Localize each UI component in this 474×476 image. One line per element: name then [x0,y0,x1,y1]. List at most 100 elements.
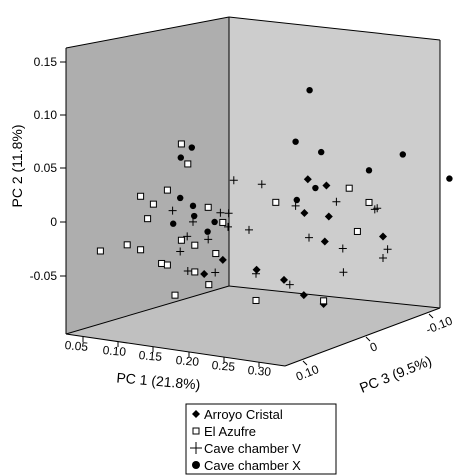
data-point-open-square [353,227,361,235]
data-point-open-square [149,200,157,208]
data-point-diamond [322,181,331,190]
data-point-circle [399,151,406,158]
data-point-diamond [252,265,261,274]
data-point-plus [176,247,185,256]
data-point-diamond [218,255,227,264]
data-point-plus [183,232,192,241]
pc1-tick-label: 0.15 [138,348,163,364]
pc3-tick-label: 0 [368,339,380,355]
edge-back-top [228,16,441,41]
data-point-open-square [137,192,145,200]
data-point-circle [204,228,211,235]
data-point-plus [189,217,197,226]
pc2-axis-title: PC 2 (11.8%) [9,125,25,208]
data-point-open-square [252,296,260,304]
data-point-plus [338,244,347,253]
legend-label: Cave chamber X [204,458,301,473]
data-point-plus [224,222,232,231]
data-point-circle [306,86,313,94]
pc1-tick-label: 0.25 [211,358,236,374]
legend-label: Cave chamber V [204,441,301,456]
data-point-plus [245,225,253,234]
data-point-plus [168,206,177,215]
data-point-plus [291,201,300,210]
data-point-open-square [205,281,213,289]
data-point-diamond [320,237,329,246]
data-point-open-square [171,291,179,299]
legend-item-el-azufre: El Azufre [192,424,256,439]
data-point-plus [216,208,225,217]
data-point-open-square [219,218,227,226]
data-point-plus [332,197,341,206]
pc2-tick-label: 0.05 [34,161,58,175]
data-point-plus [257,180,266,189]
legend-circle-marker [192,461,200,469]
data-point-diamond [299,291,308,300]
data-point-open-square [191,268,199,276]
data-point-plus [252,269,260,278]
data-point-open-square [184,160,192,168]
data-point-plus [224,209,233,218]
data-point-circle [170,220,177,227]
data-point-open-square [365,198,373,206]
data-point-open-square [158,259,166,267]
legend-item-cave-chamber-x: Cave chamber X [192,458,301,473]
data-point-circle [365,167,373,174]
data-point-open-square [204,203,212,211]
floor [66,286,440,366]
edge-left-top [65,16,230,49]
edge-floor-front [65,333,286,367]
data-point-circle [188,144,195,151]
data-point-circle [292,138,299,145]
data-point-circle [177,194,184,202]
pc3-axis-title: PC 3 (9.5%) [357,352,434,395]
data-point-plus [379,253,387,262]
legend-item-arroyo-cristal: Arroyo Cristal [192,407,283,422]
data-point-circle [191,212,198,220]
data-point-open-square [144,215,152,223]
pc2-tick-label: 0 [50,215,57,229]
pc3-tick-mark [365,336,371,342]
edge-floor-left [65,285,230,335]
left-wall [66,17,229,334]
back-wall [229,17,440,308]
data-point-open-square [177,140,185,148]
pc2-ticks: 0.15 0.10 0.05 0 -0.05 [30,55,66,283]
pc2-tick-label: 0.15 [34,55,58,69]
legend-item-cave-chamber-v: Cave chamber V [190,441,301,456]
pc1-tick-label: 0.10 [102,343,127,359]
pc1-axis-title: PC 1 (21.8%) [116,369,201,392]
data-point-circle [177,154,184,161]
data-point-open-square [163,186,171,194]
data-point-diamond [379,232,387,241]
data-point-open-square [137,246,145,254]
data-point-open-square [177,236,185,244]
data-point-open-square [212,250,220,258]
data-point-plus [383,245,392,254]
data-point-diamond [300,209,309,218]
legend: Arroyo Cristal El Azufre Cave chamber V … [185,403,337,475]
pc3-tick-mark [428,313,434,319]
pc3-tick-label: 0.10 [294,362,321,384]
legend-open-square-marker [192,427,200,435]
pc3-tick-label: -0.10 [424,313,455,336]
data-point-open-square [345,184,353,192]
data-point-diamond [324,212,333,221]
data-point-open-square [123,241,131,249]
data-point-open-square [96,247,104,255]
data-point-plus [305,233,313,242]
data-points [96,86,453,309]
pc1-ticks: 0.05 0.10 0.15 0.20 0.25 0.30 [64,337,272,379]
data-point-plus [373,204,382,213]
pc2-tick-label: -0.05 [30,269,58,283]
data-point-diamond [280,275,288,284]
data-point-diamond [200,270,209,279]
data-point-diamond [303,175,312,184]
pc1-tick-label: 0.20 [175,353,200,369]
data-point-plus [339,268,348,277]
data-point-plus [285,280,294,289]
legend-label: Arroyo Cristal [204,407,283,422]
data-point-circle [211,218,218,226]
data-point-circle [293,196,300,204]
